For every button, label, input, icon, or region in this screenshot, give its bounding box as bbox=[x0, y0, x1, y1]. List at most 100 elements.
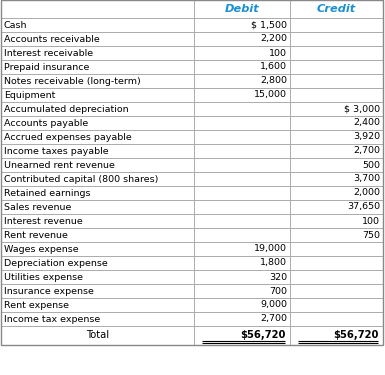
Bar bbox=[194, 144, 290, 158]
Text: $ 3,000: $ 3,000 bbox=[344, 105, 380, 114]
Bar bbox=[1, 0, 194, 18]
Bar bbox=[194, 326, 290, 345]
Text: 2,800: 2,800 bbox=[260, 76, 287, 86]
Bar bbox=[194, 158, 290, 172]
Text: 19,000: 19,000 bbox=[254, 244, 287, 254]
Bar bbox=[290, 18, 383, 32]
Bar bbox=[194, 284, 290, 298]
Bar bbox=[1, 18, 194, 32]
Bar bbox=[1, 172, 194, 186]
Text: 2,700: 2,700 bbox=[353, 147, 380, 156]
Bar bbox=[290, 270, 383, 284]
Text: 100: 100 bbox=[362, 216, 380, 225]
Bar bbox=[290, 256, 383, 270]
Text: 3,920: 3,920 bbox=[353, 132, 380, 141]
Text: 2,200: 2,200 bbox=[260, 34, 287, 44]
Bar bbox=[1, 144, 194, 158]
Text: Wages expense: Wages expense bbox=[4, 244, 79, 254]
Bar bbox=[1, 326, 194, 345]
Text: 320: 320 bbox=[269, 273, 287, 282]
Bar bbox=[290, 130, 383, 144]
Bar bbox=[194, 172, 290, 186]
Text: Rent revenue: Rent revenue bbox=[4, 231, 68, 240]
Bar bbox=[1, 214, 194, 228]
Text: Cash: Cash bbox=[4, 21, 27, 30]
Bar bbox=[290, 0, 383, 18]
Bar bbox=[290, 116, 383, 130]
Text: 750: 750 bbox=[362, 231, 380, 240]
Bar bbox=[1, 88, 194, 102]
Bar bbox=[290, 214, 383, 228]
Bar bbox=[1, 102, 194, 116]
Bar bbox=[194, 270, 290, 284]
Bar bbox=[194, 88, 290, 102]
Text: Interest revenue: Interest revenue bbox=[4, 216, 83, 225]
Text: Total: Total bbox=[86, 330, 109, 340]
Bar bbox=[194, 102, 290, 116]
Text: $56,720: $56,720 bbox=[241, 330, 286, 340]
Bar bbox=[1, 46, 194, 60]
Bar bbox=[290, 74, 383, 88]
Bar bbox=[1, 158, 194, 172]
Text: 15,000: 15,000 bbox=[254, 90, 287, 99]
Bar bbox=[290, 312, 383, 326]
Bar bbox=[290, 144, 383, 158]
Text: Accrued expenses payable: Accrued expenses payable bbox=[4, 132, 132, 141]
Bar bbox=[194, 74, 290, 88]
Bar bbox=[290, 284, 383, 298]
Bar bbox=[290, 298, 383, 312]
Bar bbox=[290, 326, 383, 345]
Bar bbox=[194, 256, 290, 270]
Text: 1,800: 1,800 bbox=[260, 258, 287, 267]
Text: Interest receivable: Interest receivable bbox=[4, 48, 93, 57]
Bar bbox=[194, 228, 290, 242]
Text: 2,400: 2,400 bbox=[353, 118, 380, 128]
Bar bbox=[290, 158, 383, 172]
Text: 100: 100 bbox=[269, 48, 287, 57]
Text: Contributed capital (800 shares): Contributed capital (800 shares) bbox=[4, 174, 158, 183]
Text: Income taxes payable: Income taxes payable bbox=[4, 147, 109, 156]
Bar bbox=[1, 242, 194, 256]
Text: Accounts receivable: Accounts receivable bbox=[4, 34, 100, 44]
Bar bbox=[1, 116, 194, 130]
Bar bbox=[194, 200, 290, 214]
Bar bbox=[290, 172, 383, 186]
Text: Income tax expense: Income tax expense bbox=[4, 315, 100, 324]
Bar bbox=[194, 32, 290, 46]
Bar bbox=[1, 312, 194, 326]
Bar bbox=[1, 256, 194, 270]
Bar bbox=[194, 0, 290, 18]
Text: Retained earnings: Retained earnings bbox=[4, 189, 90, 198]
Text: $ 1,500: $ 1,500 bbox=[251, 21, 287, 30]
Bar bbox=[1, 270, 194, 284]
Bar bbox=[290, 102, 383, 116]
Text: Utilities expense: Utilities expense bbox=[4, 273, 83, 282]
Text: Notes receivable (long-term): Notes receivable (long-term) bbox=[4, 76, 141, 86]
Bar bbox=[194, 60, 290, 74]
Bar bbox=[194, 298, 290, 312]
Bar bbox=[1, 32, 194, 46]
Text: 37,650: 37,650 bbox=[347, 202, 380, 211]
Bar bbox=[290, 32, 383, 46]
Bar bbox=[290, 242, 383, 256]
Bar bbox=[1, 298, 194, 312]
Bar bbox=[290, 60, 383, 74]
Text: Equipment: Equipment bbox=[4, 90, 55, 99]
Text: 9,000: 9,000 bbox=[260, 300, 287, 309]
Bar bbox=[1, 284, 194, 298]
Bar bbox=[194, 186, 290, 200]
Bar bbox=[290, 88, 383, 102]
Text: Accounts payable: Accounts payable bbox=[4, 118, 88, 128]
Text: 2,000: 2,000 bbox=[353, 189, 380, 198]
Bar bbox=[1, 186, 194, 200]
Bar bbox=[1, 74, 194, 88]
Bar bbox=[290, 186, 383, 200]
Bar bbox=[194, 116, 290, 130]
Text: 2,700: 2,700 bbox=[260, 315, 287, 324]
Bar bbox=[1, 130, 194, 144]
Bar bbox=[290, 200, 383, 214]
Text: Sales revenue: Sales revenue bbox=[4, 202, 71, 211]
Text: 700: 700 bbox=[269, 286, 287, 296]
Bar bbox=[1, 60, 194, 74]
Text: 3,700: 3,700 bbox=[353, 174, 380, 183]
